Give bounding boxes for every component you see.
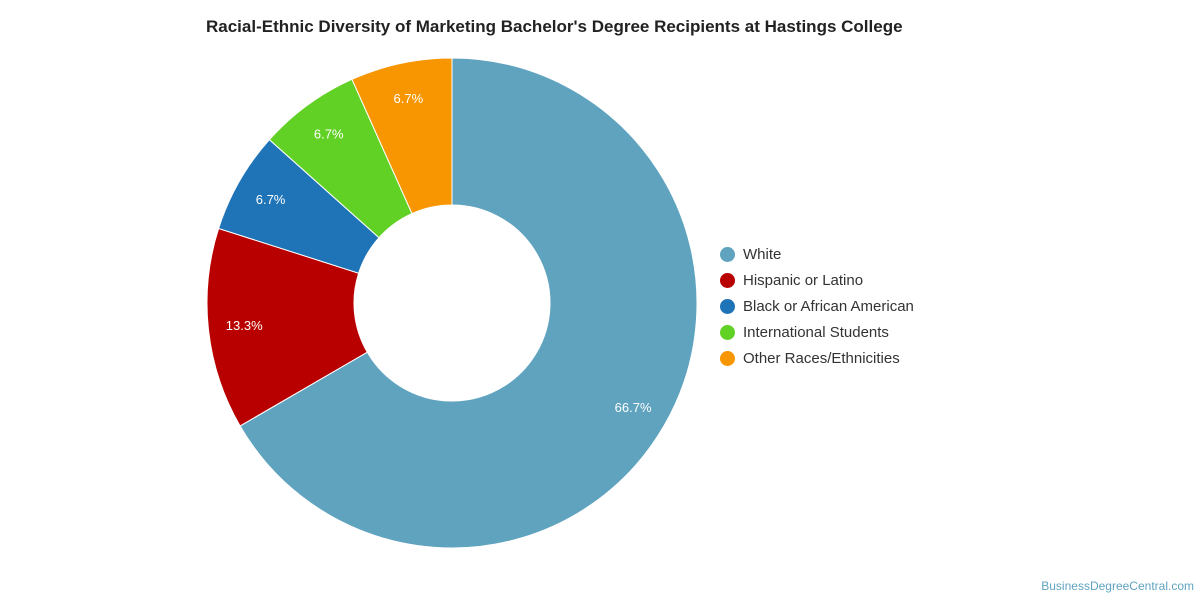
legend-swatch-white [720, 246, 735, 262]
legend-swatch-black-or-african-american [720, 298, 735, 314]
data-label-white: 66.7% [615, 400, 652, 415]
legend-item-hispanic-or-latino[interactable]: Hispanic or Latino [720, 267, 914, 293]
legend-item-other-races-ethnicities[interactable]: Other Races/Ethnicities [720, 345, 914, 371]
legend-label-black-or-african-american: Black or African American [743, 297, 914, 315]
legend-label-white: White [743, 245, 782, 263]
legend-label-hispanic-or-latino: Hispanic or Latino [743, 271, 864, 289]
slice-other-races-ethnicities[interactable] [351, 57, 453, 215]
chart-title: Racial-Ethnic Diversity of Marketing Bac… [206, 17, 903, 36]
legend-item-black-or-african-american[interactable]: Black or African American [720, 293, 914, 319]
data-label-black-or-african-american: 6.7% [256, 192, 286, 207]
legend-label-other-races-ethnicities: Other Races/Ethnicities [743, 349, 900, 367]
legend-item-white[interactable]: White [720, 241, 914, 267]
legend-swatch-other-races-ethnicities [720, 350, 735, 366]
data-label-hispanic-or-latino: 13.3% [226, 318, 263, 333]
legend-swatch-international-students [720, 324, 735, 340]
chart-legend: White Hispanic or Latino Black or African … [720, 241, 914, 371]
slice-hispanic-or-latino[interactable] [206, 227, 368, 427]
data-label-international-students: 6.7% [314, 127, 344, 142]
data-label-other-races-ethnicities: 6.7% [394, 91, 424, 106]
slices-group [206, 57, 698, 549]
source-credit[interactable]: BusinessDegreeCentral.com [1041, 579, 1194, 593]
legend-swatch-hispanic-or-latino [720, 272, 735, 288]
legend-item-international-students[interactable]: International Students [720, 319, 914, 345]
slice-white[interactable] [239, 57, 698, 549]
labels-group: 66.7% 13.3% 6.7% 6.7% 6.7% [226, 91, 652, 415]
legend-label-international-students: International Students [743, 323, 889, 341]
